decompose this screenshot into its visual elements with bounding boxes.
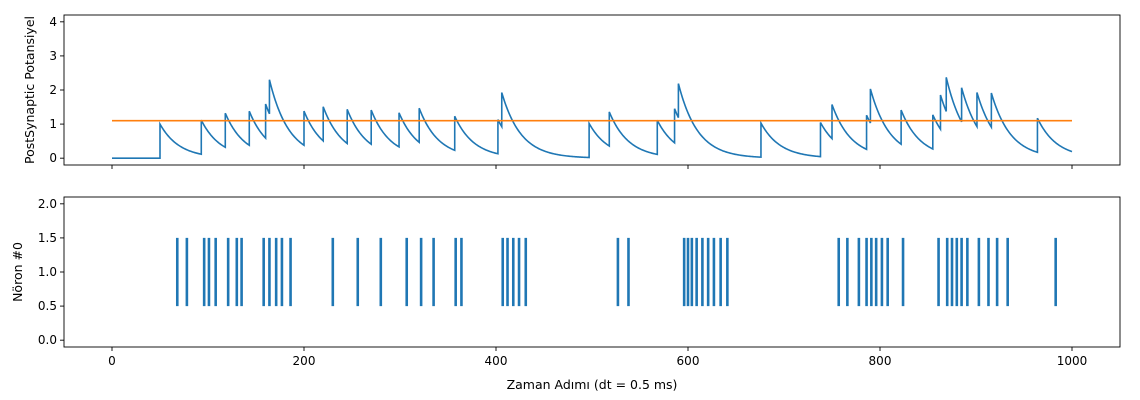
raster-y-tick-label: 1.0 bbox=[38, 265, 57, 279]
raster-marks bbox=[175, 237, 1057, 307]
potential-y-tick-label: 0 bbox=[49, 151, 57, 165]
raster-x-tick-label: 1000 bbox=[1057, 354, 1088, 368]
potential-line bbox=[112, 77, 1073, 159]
potential-y-tick-label: 1 bbox=[49, 117, 57, 131]
potential-marks bbox=[112, 77, 1073, 159]
raster-axis-ticks: 0.0 0.5 1.0 1.5 2.0 0 200 400 600 800 1000 bbox=[38, 197, 1087, 368]
raster-x-tick-label: 800 bbox=[869, 354, 892, 368]
raster-x-tick-label: 600 bbox=[677, 354, 700, 368]
potential-y-tick-label: 4 bbox=[49, 15, 57, 29]
potential-y-tick-label: 2 bbox=[49, 83, 57, 97]
raster-y-tick-label: 1.5 bbox=[38, 231, 57, 245]
potential-axis-ticks: 0 1 2 3 4 bbox=[49, 15, 1073, 169]
raster-y-tick-label: 2.0 bbox=[38, 197, 57, 211]
raster-x-axis-label: Zaman Adımı (dt = 0.5 ms) bbox=[507, 377, 678, 392]
potential-y-tick-label: 3 bbox=[49, 49, 57, 63]
potential-panel: 0 1 2 3 4 PostSynaptic Potansiyel bbox=[22, 14, 1121, 169]
raster-y-tick-label: 0.5 bbox=[38, 299, 57, 313]
raster-panel: 0.0 0.5 1.0 1.5 2.0 0 200 400 600 800 1000 Nöron #… bbox=[10, 196, 1121, 392]
raster-x-tick-label: 400 bbox=[485, 354, 508, 368]
raster-x-tick-label: 0 bbox=[108, 354, 116, 368]
raster-x-tick-label: 200 bbox=[293, 354, 316, 368]
raster-y-axis-label: Nöron #0 bbox=[10, 242, 25, 302]
potential-y-axis-label: PostSynaptic Potansiyel bbox=[22, 16, 37, 164]
raster-y-tick-label: 0.0 bbox=[38, 333, 57, 347]
